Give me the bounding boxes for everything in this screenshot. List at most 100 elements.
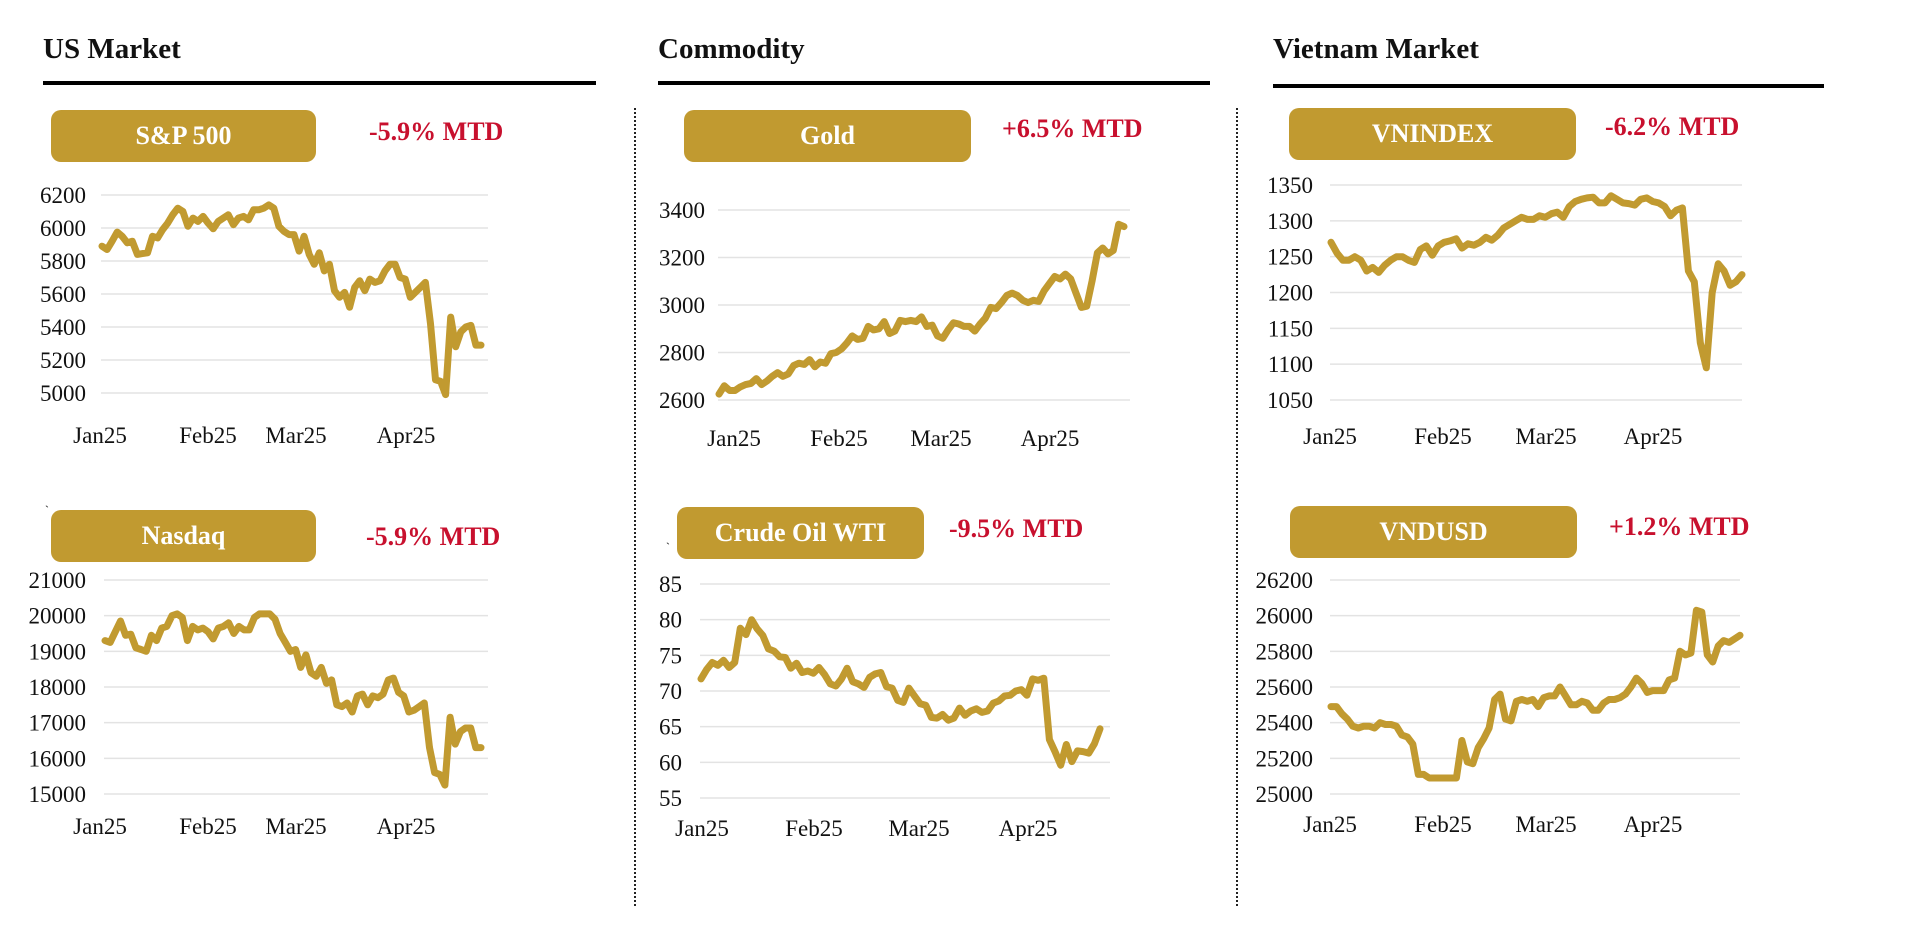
data-point — [1483, 738, 1484, 739]
section-underline — [43, 81, 596, 85]
data-point — [1674, 678, 1675, 679]
stray-mark: ˎ — [666, 531, 670, 545]
data-point — [1652, 690, 1653, 691]
y-tick-label: 6000 — [40, 216, 86, 241]
data-point — [1740, 635, 1741, 636]
y-tick-label: 65 — [659, 715, 682, 740]
y-tick-label: 70 — [659, 679, 682, 704]
data-point — [1581, 701, 1582, 702]
data-point — [1401, 735, 1402, 736]
y-tick-label: 25600 — [1256, 675, 1314, 700]
data-point — [1636, 678, 1637, 679]
data-point — [1336, 706, 1337, 707]
section-underline — [658, 81, 1210, 85]
data-point — [1696, 610, 1697, 611]
data-point — [1407, 736, 1408, 737]
y-tick-label: 55 — [659, 786, 682, 811]
y-tick-label: 25800 — [1256, 639, 1314, 664]
data-point — [1385, 724, 1386, 725]
data-point — [1690, 653, 1691, 654]
data-point — [1369, 726, 1370, 727]
mtd-change-nasdaq: -5.9% MTD — [366, 522, 501, 551]
x-tick-label: Feb25 — [1414, 424, 1472, 449]
y-tick-label: 3000 — [659, 293, 705, 318]
data-point — [1603, 703, 1604, 704]
data-point — [1527, 701, 1528, 702]
y-tick-label: 1300 — [1267, 209, 1313, 234]
data-point — [1669, 679, 1670, 680]
series-line — [101, 610, 485, 789]
data-point — [1380, 722, 1381, 723]
y-tick-label: 5800 — [40, 249, 86, 274]
y-tick-label: 5200 — [40, 348, 86, 373]
y-tick-label: 25200 — [1256, 746, 1314, 771]
mtd-change-crude-oil: -9.5% MTD — [949, 514, 1084, 543]
x-tick-label: Jan25 — [73, 423, 127, 448]
y-tick-label: 1250 — [1267, 245, 1313, 270]
data-point — [1560, 687, 1561, 688]
data-point — [1712, 662, 1713, 663]
data-point — [1511, 720, 1512, 721]
x-tick-label: Jan25 — [707, 426, 761, 451]
data-point — [1358, 728, 1359, 729]
x-tick-label: Jan25 — [1303, 812, 1357, 837]
series-line — [98, 201, 485, 399]
x-tick-label: Jan25 — [73, 814, 127, 839]
x-tick-label: Feb25 — [785, 816, 843, 841]
data-point — [1614, 699, 1615, 700]
data-point — [1734, 638, 1735, 639]
data-point — [1609, 699, 1610, 700]
y-tick-label: 1350 — [1267, 173, 1313, 198]
data-point — [1467, 761, 1468, 762]
y-tick-label: 2600 — [659, 388, 705, 413]
data-point — [1532, 699, 1533, 700]
data-point — [1707, 654, 1708, 655]
data-point — [1500, 694, 1501, 695]
x-tick-label: Apr25 — [377, 423, 436, 448]
data-point — [1352, 726, 1353, 727]
data-point — [1347, 719, 1348, 720]
y-tick-label: 75 — [659, 643, 682, 668]
x-tick-label: Feb25 — [179, 423, 237, 448]
x-tick-label: Feb25 — [1414, 812, 1472, 837]
data-point — [1663, 690, 1664, 691]
y-tick-label: 25400 — [1256, 711, 1314, 736]
x-tick-label: Feb25 — [810, 426, 868, 451]
mtd-change-gold: +6.5% MTD — [1002, 114, 1143, 143]
data-point — [1647, 692, 1648, 693]
x-tick-label: Apr25 — [1624, 812, 1683, 837]
y-tick-label: 20000 — [29, 604, 87, 629]
badge-vndusd: VNDUSD — [1290, 506, 1577, 558]
data-point — [1565, 695, 1566, 696]
y-tick-label: 5400 — [40, 315, 86, 340]
y-tick-label: 5600 — [40, 282, 86, 307]
x-tick-label: Mar25 — [265, 423, 326, 448]
data-point — [1396, 726, 1397, 727]
data-point — [1423, 774, 1424, 775]
x-tick-label: Mar25 — [1515, 424, 1576, 449]
y-tick-label: 25000 — [1256, 782, 1314, 807]
x-tick-label: Jan25 — [675, 816, 729, 841]
series-line — [1327, 192, 1746, 372]
data-point — [1478, 747, 1479, 748]
x-tick-label: Apr25 — [377, 814, 436, 839]
data-point — [1701, 612, 1702, 613]
data-point — [1429, 778, 1430, 779]
y-tick-label: 26200 — [1256, 568, 1314, 593]
y-tick-label: 1200 — [1267, 281, 1313, 306]
data-point — [1718, 646, 1719, 647]
mtd-change-vnindex: -6.2% MTD — [1605, 112, 1740, 141]
stray-mark: ` — [45, 503, 49, 517]
section-title-vietnam-market: Vietnam Market — [1273, 33, 1479, 65]
x-tick-label: Apr25 — [1624, 424, 1683, 449]
data-point — [1620, 697, 1621, 698]
data-point — [1729, 642, 1730, 643]
data-point — [1723, 640, 1724, 641]
data-point — [1516, 701, 1517, 702]
y-tick-label: 17000 — [29, 711, 87, 736]
y-tick-label: 1100 — [1268, 352, 1313, 377]
data-point — [1598, 710, 1599, 711]
data-point — [1412, 744, 1413, 745]
data-point — [1521, 699, 1522, 700]
column-separator — [634, 108, 636, 906]
